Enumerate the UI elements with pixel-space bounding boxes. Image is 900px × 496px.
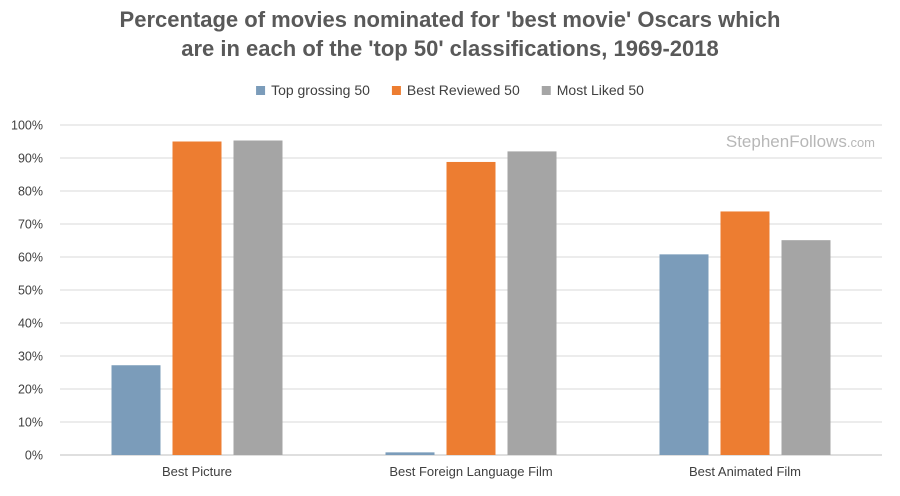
watermark-domain: .com (847, 135, 875, 150)
y-tick-label: 100% (11, 119, 43, 133)
y-tick-label: 70% (18, 218, 43, 232)
legend-label: Top grossing 50 (271, 82, 370, 98)
watermark-name: StephenFollows (726, 132, 847, 151)
y-tick-label: 90% (18, 152, 43, 166)
bars (111, 140, 831, 455)
bar-most-liked-50-1 (233, 140, 283, 455)
x-axis-categories: Best Picture Best Foreign Language Film Be… (162, 464, 801, 479)
legend-swatch (541, 86, 551, 95)
bar-best-reviewed-50-2 (446, 161, 496, 455)
chart-title: Percentage of movies nominated for 'best… (120, 7, 781, 61)
legend: Top grossing 50 Best Reviewed 50 Most Like… (256, 82, 644, 98)
chart-title-line-2: are in each of the 'top 50' classificati… (181, 36, 718, 61)
y-axis-ticks: 0% 10% 20% 30% 40% 50% 60% 70% 80% 90% 100% (11, 119, 43, 463)
category-label: Best Picture (162, 464, 232, 479)
legend-swatch (256, 86, 266, 95)
y-tick-label: 40% (18, 317, 43, 331)
bar-most-liked-50-3 (781, 240, 831, 455)
y-tick-label: 60% (18, 251, 43, 265)
svg-text:StephenFollows.com: StephenFollows.com (726, 132, 875, 151)
legend-label: Most Liked 50 (557, 82, 644, 98)
y-tick-label: 0% (25, 449, 43, 463)
bar-top-grossing-50-3 (659, 254, 709, 455)
bar-top-grossing-50-1 (111, 365, 161, 455)
legend-item: Best Reviewed 50 (391, 82, 520, 98)
chart-title-line-1: Percentage of movies nominated for 'best… (120, 7, 781, 32)
y-tick-label: 80% (18, 185, 43, 199)
y-tick-label: 30% (18, 350, 43, 364)
bar-top-grossing-50-2 (385, 452, 435, 455)
bar-best-reviewed-50-1 (172, 141, 222, 455)
legend-label: Best Reviewed 50 (407, 82, 520, 98)
y-tick-label: 50% (18, 284, 43, 298)
bar-best-reviewed-50-3 (720, 211, 770, 455)
legend-item: Most Liked 50 (541, 82, 644, 98)
y-tick-label: 20% (18, 383, 43, 397)
bar-most-liked-50-2 (507, 151, 557, 455)
category-label: Best Foreign Language Film (389, 464, 552, 479)
y-tick-label: 10% (18, 416, 43, 430)
watermark: StephenFollows.com (726, 132, 875, 151)
legend-item: Top grossing 50 (256, 82, 370, 98)
category-label: Best Animated Film (689, 464, 801, 479)
legend-swatch (391, 86, 401, 95)
